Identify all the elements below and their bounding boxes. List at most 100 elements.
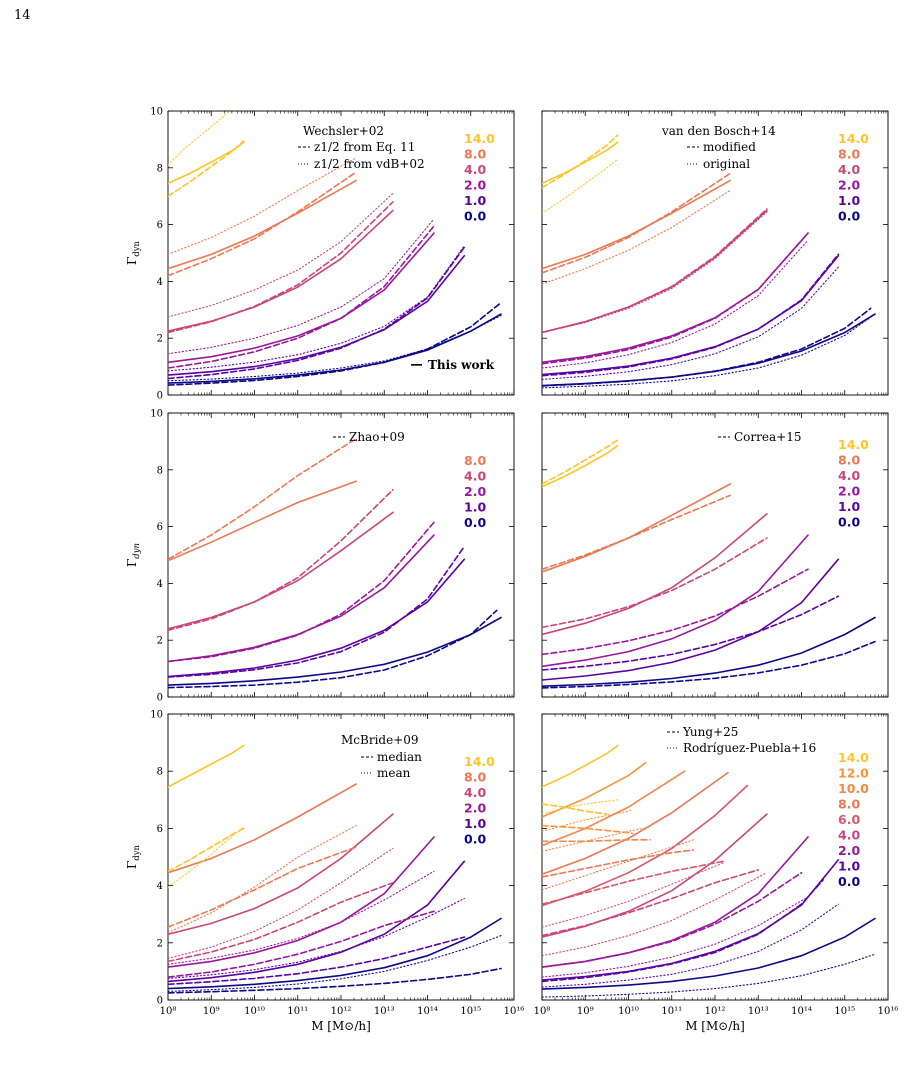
panel-top-left: 0 2 4 6 8 10 Γdyn 14.08.04.02.01.00.0 Wechsler+0… (125, 107, 515, 402)
series-line-z8.0-dashed (542, 849, 695, 878)
series-line-z2.0-dashed (542, 232, 809, 365)
series-line-z4.0-dashed (168, 201, 394, 334)
panel-title: McBride+09 (341, 733, 419, 747)
y-tick-label: 4 (157, 881, 163, 892)
y-tick-label: 0 (157, 996, 163, 1007)
series-line-z0.0-solid (168, 313, 502, 384)
y-axis-label: Γdyn (125, 543, 142, 567)
legend-label: modified (703, 140, 756, 154)
series-line-z14.0-dotted (168, 111, 231, 166)
series-group (542, 439, 876, 689)
x-tick-label: 10¹² (331, 1006, 352, 1017)
series-line-z2.0-dashed (168, 521, 435, 663)
redshift-label-1.0: 1.0 (838, 859, 860, 874)
series-line-z8.0-dotted (542, 839, 694, 891)
series-line-z2.0-dotted (168, 218, 435, 355)
series-line-z2.0-solid (168, 836, 435, 968)
series-line-z8.0-dashed (168, 437, 357, 561)
series-line-z4.0-solid (542, 512, 768, 636)
series-line-z0.0-dotted (168, 314, 502, 382)
x-tick-label: 10⁹ (203, 1006, 220, 1017)
series-line-z0.0-dotted (542, 953, 876, 998)
series-line-z2.0-dashed (542, 568, 809, 656)
series-line-z8.0-dotted (168, 157, 357, 255)
series-line-z4.0-dotted (168, 192, 394, 318)
series-line-z4.0-dashed (542, 537, 768, 629)
series-line-z1.0-dashed (168, 246, 466, 380)
redshift-label-1.0: 1.0 (464, 193, 486, 208)
series-line-z14.0-solid (542, 744, 619, 788)
series-line-z1.0-dotted (168, 897, 465, 980)
series-line-z4.0-dashed (168, 488, 394, 632)
legend-label: z1/2 from Eq. 11 (314, 140, 415, 154)
series-group (168, 744, 502, 994)
series-line-z0.0-dashed (542, 307, 872, 387)
series-line-z12.0-solid (542, 761, 647, 818)
series-line-z1.0-solid (168, 860, 466, 983)
y-tick-label: 6 (157, 522, 163, 533)
series-line-z8.0-solid (542, 483, 731, 573)
series-line-z4.0-solid (168, 209, 394, 332)
series-line-z2.0-dashed (168, 225, 435, 369)
series-line-z8.0-dashed (168, 171, 357, 277)
legend-label: mean (377, 766, 411, 780)
series-line-z4.0-solid (168, 511, 394, 630)
series-line-z2.0-solid (542, 836, 809, 968)
redshift-label-14.0: 14.0 (464, 754, 495, 769)
series-line-z14.0-dotted (542, 158, 619, 214)
redshift-label-12.0: 12.0 (838, 766, 869, 781)
series-line-z14.0-dotted (168, 826, 245, 888)
series-line-z0.0-solid (542, 616, 876, 688)
series-line-z8.0-solid (168, 480, 357, 562)
x-tick-label: 10¹² (705, 1006, 726, 1017)
redshift-label-2.0: 2.0 (464, 801, 486, 816)
redshift-label-8.0: 8.0 (464, 453, 486, 468)
redshift-label-4.0: 4.0 (464, 162, 486, 177)
redshift-label-1.0: 1.0 (464, 816, 486, 831)
x-tick-label: 10¹⁰ (618, 1006, 639, 1017)
y-tick-label: 10 (150, 710, 163, 721)
y-tick-label: 6 (157, 824, 163, 835)
series-line-z1.0-dotted (168, 245, 465, 372)
y-tick-label: 8 (157, 465, 163, 476)
series-line-z4.0-dashed (542, 208, 768, 334)
series-line-z2.0-dotted (542, 239, 809, 369)
x-tick-label: 10¹⁰ (244, 1006, 265, 1017)
redshift-label-0.0: 0.0 (838, 209, 860, 224)
series-line-z14.0-solid (542, 444, 619, 488)
series-group (542, 134, 876, 389)
series-line-z14.0-solid (542, 141, 619, 185)
y-tick-label: 6 (157, 220, 163, 231)
redshift-label-4.0: 4.0 (838, 828, 860, 843)
y-tick-label: 2 (157, 938, 163, 949)
series-line-z8.0-dashed (542, 172, 731, 274)
x-tick-label: 10⁹ (577, 1006, 594, 1017)
series-line-z6.0-dotted (542, 862, 725, 928)
x-tick-label: 10¹³ (748, 1006, 769, 1017)
series-line-z0.0-solid (168, 616, 502, 686)
y-tick-label: 2 (157, 636, 163, 647)
series-line-z2.0-solid (542, 534, 809, 668)
series-line-z8.0-solid (542, 771, 729, 876)
redshift-label-4.0: 4.0 (838, 162, 860, 177)
legend-label: Rodríguez-Puebla+16 (683, 741, 816, 755)
series-line-z0.0-solid (542, 917, 876, 990)
series-group (542, 744, 876, 998)
redshift-label-2.0: 2.0 (464, 178, 486, 193)
series-line-z14.0-dashed (542, 803, 608, 815)
redshift-label-4.0: 4.0 (464, 785, 486, 800)
redshift-label-0.0: 0.0 (838, 874, 860, 889)
x-tick-label: 10¹³ (374, 1006, 395, 1017)
series-line-z14.0-dashed (168, 140, 245, 197)
x-tick-label: 10⁸ (160, 1006, 177, 1017)
series-line-z6.0-solid (542, 784, 749, 907)
y-axis-label: Γdyn (125, 240, 142, 265)
panel-title: Wechsler+02 (303, 124, 384, 138)
x-tick-label: 10¹⁶ (878, 1006, 899, 1017)
series-line-z0.0-dashed (542, 640, 876, 689)
x-tick-label: 10¹⁵ (834, 1006, 855, 1017)
series-line-z1.0-dashed (168, 545, 466, 678)
panel-bottom-right: 10⁸ 10⁹ 10¹⁰ 10¹¹ 10¹² 10¹³ 10¹⁴ 10¹⁵ 10¹⁶ M [M⊙/… (534, 713, 899, 1033)
redshift-label-8.0: 8.0 (464, 147, 486, 162)
